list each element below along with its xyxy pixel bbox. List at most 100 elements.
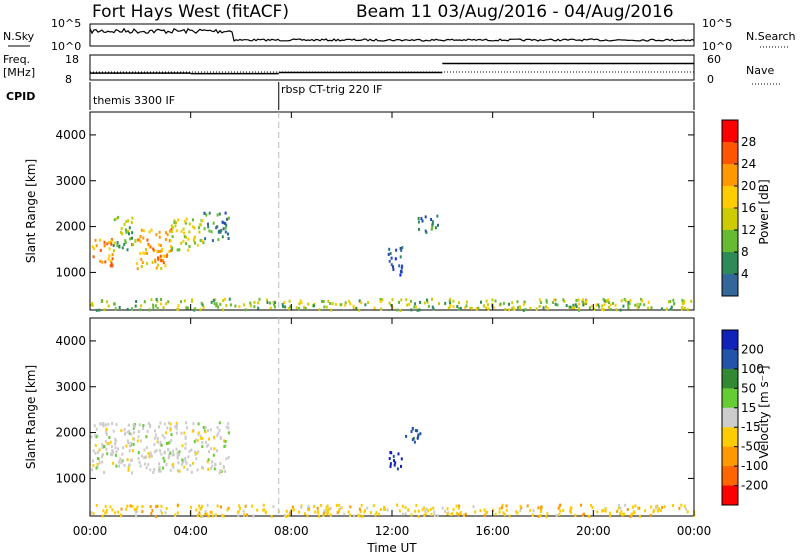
data-cell [306, 514, 309, 518]
data-cell [532, 509, 535, 513]
data-cell [186, 306, 189, 310]
data-cell [161, 259, 164, 262]
data-cell [619, 512, 621, 516]
data-cell [624, 299, 627, 303]
colorbar-tick-label: 4 [741, 267, 749, 281]
data-cell [588, 306, 591, 310]
data-cell [223, 439, 226, 443]
data-cell [239, 507, 241, 511]
data-cell [101, 446, 104, 449]
data-cell [201, 441, 204, 444]
data-cell [92, 449, 95, 453]
data-cell [582, 301, 585, 304]
data-cell [226, 217, 229, 221]
data-cell [94, 451, 97, 455]
data-cell [193, 440, 196, 444]
data-cell [394, 461, 397, 465]
data-cell [307, 505, 310, 508]
data-cell [414, 429, 417, 432]
data-cell [463, 513, 465, 517]
data-cell [152, 303, 155, 307]
data-cell [444, 509, 446, 513]
data-cell [162, 261, 165, 265]
colorbar-swatch [722, 427, 738, 448]
data-cell [107, 304, 110, 308]
data-cell [149, 451, 152, 455]
nave-tick-bottom: 0 [707, 73, 714, 86]
data-cell [517, 306, 519, 310]
data-cell [285, 509, 288, 513]
data-cell [441, 506, 444, 510]
data-cell [634, 504, 637, 508]
data-cell [118, 306, 121, 309]
data-cell [132, 431, 135, 435]
data-cell [114, 446, 117, 450]
data-cell [196, 439, 199, 443]
data-cell [163, 254, 166, 258]
data-cell [396, 467, 399, 471]
data-cell [98, 308, 101, 312]
data-cell [163, 451, 166, 455]
data-cell [183, 231, 186, 235]
data-cell [578, 308, 581, 312]
data-cell [198, 226, 201, 230]
cpid-label: CPID [6, 90, 35, 103]
data-cell [338, 503, 341, 507]
data-cell [216, 426, 219, 430]
data-cell [136, 439, 139, 443]
data-cell [138, 238, 141, 242]
data-cell [400, 464, 402, 468]
data-cell [196, 243, 199, 247]
data-cell [188, 245, 191, 248]
data-cell [175, 431, 178, 435]
colorbar-swatch [722, 142, 738, 165]
data-cell [537, 514, 540, 518]
data-cell [136, 505, 139, 509]
data-cell [415, 305, 417, 309]
data-cell [109, 440, 112, 444]
data-cell [142, 426, 144, 430]
x-tick-label: 12:00 [375, 524, 410, 538]
nsearch-tick-bottom: 10^0 [702, 40, 732, 53]
data-cell [501, 506, 503, 510]
data-cell [201, 445, 204, 449]
data-cell [154, 304, 157, 308]
data-cell [410, 513, 413, 517]
plot-title: Fort Hays West (fitACF) [92, 2, 289, 22]
data-cell [185, 306, 188, 310]
data-cell [504, 307, 507, 311]
data-cell [404, 506, 407, 510]
data-cell [132, 426, 135, 430]
data-cell [137, 435, 140, 439]
data-cell [508, 302, 510, 306]
data-cell [180, 241, 183, 245]
data-cell [608, 301, 610, 305]
data-cell [170, 230, 173, 234]
data-cell [189, 464, 192, 467]
data-cell [114, 453, 117, 457]
data-cell [578, 302, 581, 306]
data-cell [165, 463, 168, 466]
data-cell [639, 302, 642, 306]
data-cell [318, 308, 321, 312]
data-cell [487, 307, 490, 311]
data-cell [554, 302, 557, 306]
data-cell [607, 298, 610, 302]
data-cell [494, 299, 497, 303]
data-cell [265, 298, 268, 302]
y-tick-label: 1000 [55, 471, 86, 485]
data-cell [183, 235, 186, 239]
data-cell [323, 509, 326, 513]
data-cell [128, 226, 131, 230]
data-cell [652, 510, 655, 514]
data-cell [176, 456, 179, 460]
data-cell [156, 299, 159, 303]
data-cell [149, 423, 152, 427]
data-cell [167, 456, 170, 460]
colorbar-swatch [722, 252, 738, 275]
data-cell [218, 428, 221, 432]
data-cell [129, 442, 132, 446]
data-cell [396, 308, 399, 312]
data-cell [273, 305, 276, 309]
data-cell [160, 259, 163, 263]
